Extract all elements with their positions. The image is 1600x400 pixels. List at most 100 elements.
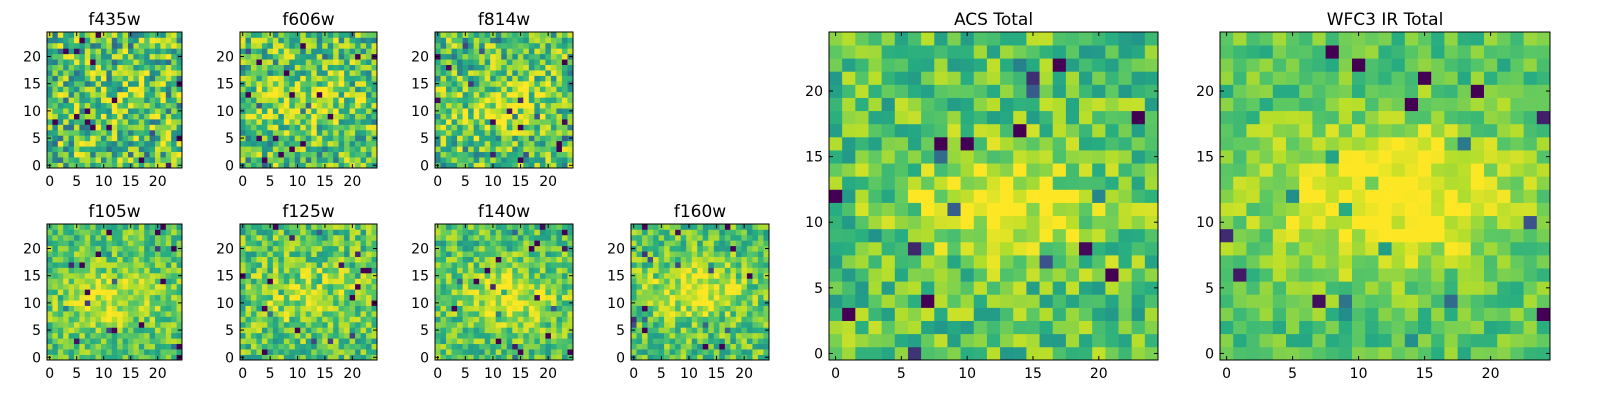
- heatmap-cell: [176, 332, 183, 339]
- heatmap-cell: [122, 251, 129, 257]
- heatmap-cell: [333, 311, 339, 317]
- heatmap-cell: [934, 255, 948, 269]
- heatmap-cell: [90, 135, 96, 142]
- heatmap-cell: [95, 140, 102, 147]
- heatmap-cell: [371, 48, 378, 55]
- heatmap-cell: [855, 163, 869, 177]
- heatmap-cell: [506, 37, 513, 44]
- heatmap-cell: [534, 354, 541, 361]
- heatmap-cell: [484, 349, 491, 355]
- heatmap-cell: [261, 229, 268, 236]
- heatmap-cell: [349, 256, 356, 263]
- heatmap-cell: [79, 70, 86, 76]
- heatmap-cell: [165, 129, 172, 136]
- heatmap-cell: [344, 338, 350, 345]
- heatmap-cell: [117, 256, 123, 263]
- heatmap-cell: [84, 140, 91, 147]
- heatmap-cell: [57, 80, 64, 87]
- heatmap-cell: [719, 311, 726, 317]
- heatmap-cell: [300, 37, 307, 44]
- heatmap-cell: [95, 151, 102, 158]
- heatmap-cell: [333, 289, 339, 296]
- heatmap-cell: [501, 289, 508, 296]
- heatmap-cell: [561, 102, 568, 109]
- heatmap-cell: [713, 294, 720, 301]
- heatmap-cell: [490, 37, 497, 44]
- heatmap-cell: [894, 189, 909, 203]
- heatmap-cell: [57, 311, 64, 317]
- heatmap-cell: [289, 245, 296, 252]
- heatmap-cell: [446, 251, 452, 257]
- heatmap-cell: [294, 332, 301, 339]
- heatmap-cell: [752, 338, 759, 345]
- heatmap-cell: [973, 189, 988, 203]
- heatmap-cell: [68, 240, 75, 247]
- heatmap-cell: [512, 53, 519, 60]
- heatmap-cell: [473, 140, 480, 147]
- heatmap-cell: [691, 278, 698, 285]
- heatmap-cell: [322, 316, 329, 323]
- heatmap-cell: [506, 32, 513, 38]
- heatmap-cell: [171, 53, 177, 60]
- heatmap-cell: [501, 234, 508, 241]
- heatmap-cell: [752, 283, 759, 290]
- heatmap-cell: [446, 102, 452, 109]
- heatmap-cell: [1079, 307, 1093, 321]
- heatmap-cell: [111, 294, 118, 301]
- heatmap-cell: [355, 338, 361, 345]
- heatmap-cell: [84, 327, 91, 334]
- heatmap-cell: [686, 300, 693, 306]
- heatmap-cell: [84, 75, 91, 82]
- heatmap-cell: [316, 305, 323, 312]
- heatmap-cell: [245, 272, 252, 279]
- heatmap-cell: [550, 289, 557, 296]
- heatmap-cell: [74, 316, 80, 323]
- heatmap-cell: [68, 354, 75, 361]
- heatmap-cell: [451, 146, 458, 153]
- heatmap-cell: [528, 327, 535, 334]
- heatmap-cell: [149, 113, 156, 120]
- heatmap-cell: [490, 119, 497, 125]
- heatmap-cell: [550, 316, 557, 323]
- heatmap-cell: [360, 113, 367, 120]
- heatmap-cell: [272, 48, 279, 55]
- heatmap-cell: [128, 113, 134, 120]
- heatmap-cell: [344, 300, 350, 306]
- heatmap-cell: [446, 119, 452, 125]
- heatmap-cell: [653, 343, 659, 350]
- heatmap-cell: [528, 262, 535, 268]
- heatmap-cell: [446, 332, 452, 339]
- heatmap-cell: [947, 228, 961, 243]
- heatmap-cell: [245, 234, 252, 241]
- heatmap-cell: [501, 86, 508, 93]
- heatmap-cell: [311, 267, 318, 274]
- heatmap-cell: [1131, 215, 1146, 230]
- heatmap-cell: [973, 307, 988, 321]
- heatmap-cell: [111, 234, 118, 241]
- heatmap-cell: [117, 102, 123, 109]
- heatmap-cell: [240, 332, 246, 339]
- heatmap-cell: [446, 305, 452, 312]
- heatmap-cell: [101, 240, 107, 247]
- heatmap-cell: [528, 256, 535, 263]
- heatmap-cell: [63, 37, 69, 44]
- heatmap-cell: [122, 64, 129, 71]
- heatmap-cell: [473, 311, 480, 317]
- heatmap-cell: [1026, 346, 1040, 361]
- heatmap-cell: [106, 272, 113, 279]
- heatmap-cell: [642, 327, 648, 334]
- heatmap-cell: [366, 64, 372, 71]
- heatmap-cell: [1092, 346, 1106, 361]
- heatmap-cell: [300, 32, 307, 38]
- heatmap-cell: [111, 300, 118, 306]
- heatmap-cell: [528, 321, 535, 328]
- heatmap-cell: [457, 316, 463, 323]
- heatmap-cell: [52, 91, 59, 98]
- heatmap-cell: [1079, 346, 1093, 361]
- heatmap-cell: [550, 267, 557, 274]
- heatmap-cell: [561, 86, 568, 93]
- heatmap-cell: [636, 349, 643, 355]
- heatmap-cell: [240, 42, 246, 49]
- heatmap-cell: [440, 305, 447, 312]
- heatmap-cell: [561, 294, 568, 301]
